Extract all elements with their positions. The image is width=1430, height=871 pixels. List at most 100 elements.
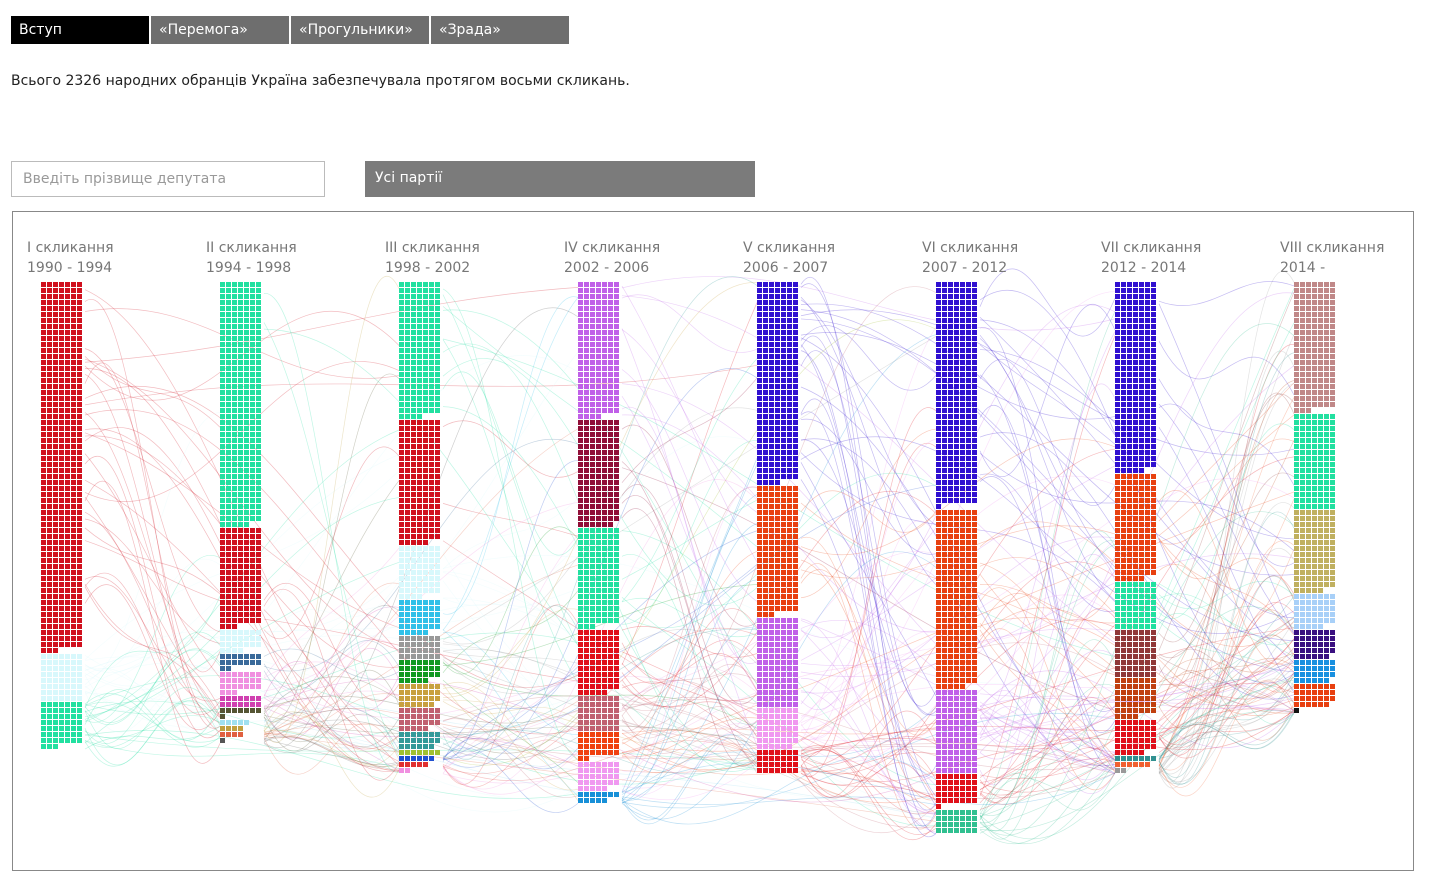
deputy-square [936, 534, 941, 539]
deputy-square [238, 498, 243, 503]
deputy-square [232, 438, 237, 443]
party-segment [1294, 630, 1335, 659]
deputy-square [1145, 450, 1150, 455]
deputy-square [250, 438, 255, 443]
deputy-square [47, 612, 52, 617]
tab[interactable]: «Перемога» [151, 16, 289, 44]
deputy-square [936, 636, 941, 641]
deputy-square [769, 624, 774, 629]
deputy-square [936, 312, 941, 317]
deputy-square [608, 366, 613, 371]
deputy-square [220, 462, 225, 467]
deputy-square [1145, 432, 1150, 437]
deputy-square [1133, 558, 1138, 563]
deputy-square [411, 438, 416, 443]
deputy-square [1330, 384, 1335, 389]
deputy-square [942, 750, 947, 755]
deputy-square [417, 726, 422, 731]
deputy-square [966, 468, 971, 473]
deputy-square [405, 510, 410, 515]
deputy-square [1139, 408, 1144, 413]
deputy-square [244, 294, 249, 299]
deputy-square [71, 342, 76, 347]
deputy-square [1139, 480, 1144, 485]
deputy-square [793, 336, 798, 341]
deputy-square [614, 774, 619, 779]
deputy-square [405, 738, 410, 743]
deputy-square [47, 468, 52, 473]
deputy-square [423, 606, 428, 611]
deputy-square [1306, 534, 1311, 539]
deputy-square [602, 600, 607, 605]
deputy-square [578, 312, 583, 317]
party-filter[interactable]: Усі партії [365, 161, 755, 197]
deputy-square [757, 684, 762, 689]
deputy-square [405, 744, 410, 749]
deputy-square [65, 600, 70, 605]
deputy-square [757, 312, 762, 317]
deputy-square [757, 510, 762, 515]
connection-curve [621, 642, 1116, 761]
deputy-square [584, 528, 589, 533]
deputy-square [942, 282, 947, 287]
deputy-square [1121, 420, 1126, 425]
deputy-square [1300, 546, 1305, 551]
deputy-square [59, 282, 64, 287]
deputy-square [787, 750, 792, 755]
deputy-square [614, 492, 619, 497]
deputy-square [399, 306, 404, 311]
deputy-square [411, 408, 416, 413]
deputy-square [578, 564, 583, 569]
deputy-square [250, 594, 255, 599]
deputy-square [948, 396, 953, 401]
tab[interactable]: Вступ [11, 16, 149, 44]
deputy-square [41, 504, 46, 509]
deputy-square [763, 684, 768, 689]
deputy-square [399, 324, 404, 329]
deputy-square [1300, 672, 1305, 677]
connection-curve [800, 479, 937, 807]
deputy-square [793, 456, 798, 461]
deputy-square [435, 654, 440, 659]
deputy-square [226, 492, 231, 497]
tab[interactable]: «Прогульники» [291, 16, 429, 44]
connection-curve [263, 697, 400, 772]
deputy-square [1139, 546, 1144, 551]
deputy-square [948, 360, 953, 365]
deputy-square [966, 594, 971, 599]
deputy-square [244, 702, 249, 707]
deputy-square [1324, 288, 1329, 293]
deputy-square [775, 564, 780, 569]
deputy-square [399, 630, 404, 635]
connection-curve [442, 460, 579, 761]
deputy-square [769, 642, 774, 647]
deputy-square [936, 282, 941, 287]
deputy-square [578, 360, 583, 365]
deputy-square [238, 618, 243, 623]
deputy-square [1306, 360, 1311, 365]
deputy-square [1121, 354, 1126, 359]
deputy-square [65, 324, 70, 329]
deputy-square [411, 534, 416, 539]
deputy-square [1151, 354, 1156, 359]
deputy-square [1139, 672, 1144, 677]
deputy-square [256, 702, 261, 707]
deputy-square [1306, 522, 1311, 527]
deputy-square [936, 738, 941, 743]
deputy-square [1306, 330, 1311, 335]
deputy-square [775, 594, 780, 599]
deputy-square [584, 594, 589, 599]
deputy-square [1133, 438, 1138, 443]
deputy-square [417, 528, 422, 533]
deputy-square [757, 468, 762, 473]
deputy-square [960, 540, 965, 545]
search-input[interactable]: Введіть прізвище депутата [11, 161, 325, 197]
deputy-square [1151, 534, 1156, 539]
deputy-square [220, 588, 225, 593]
deputy-square [1324, 282, 1329, 287]
tab[interactable]: «Зрада» [431, 16, 569, 44]
deputy-square [47, 456, 52, 461]
deputy-square [59, 372, 64, 377]
deputy-square [942, 576, 947, 581]
deputy-square [65, 678, 70, 683]
